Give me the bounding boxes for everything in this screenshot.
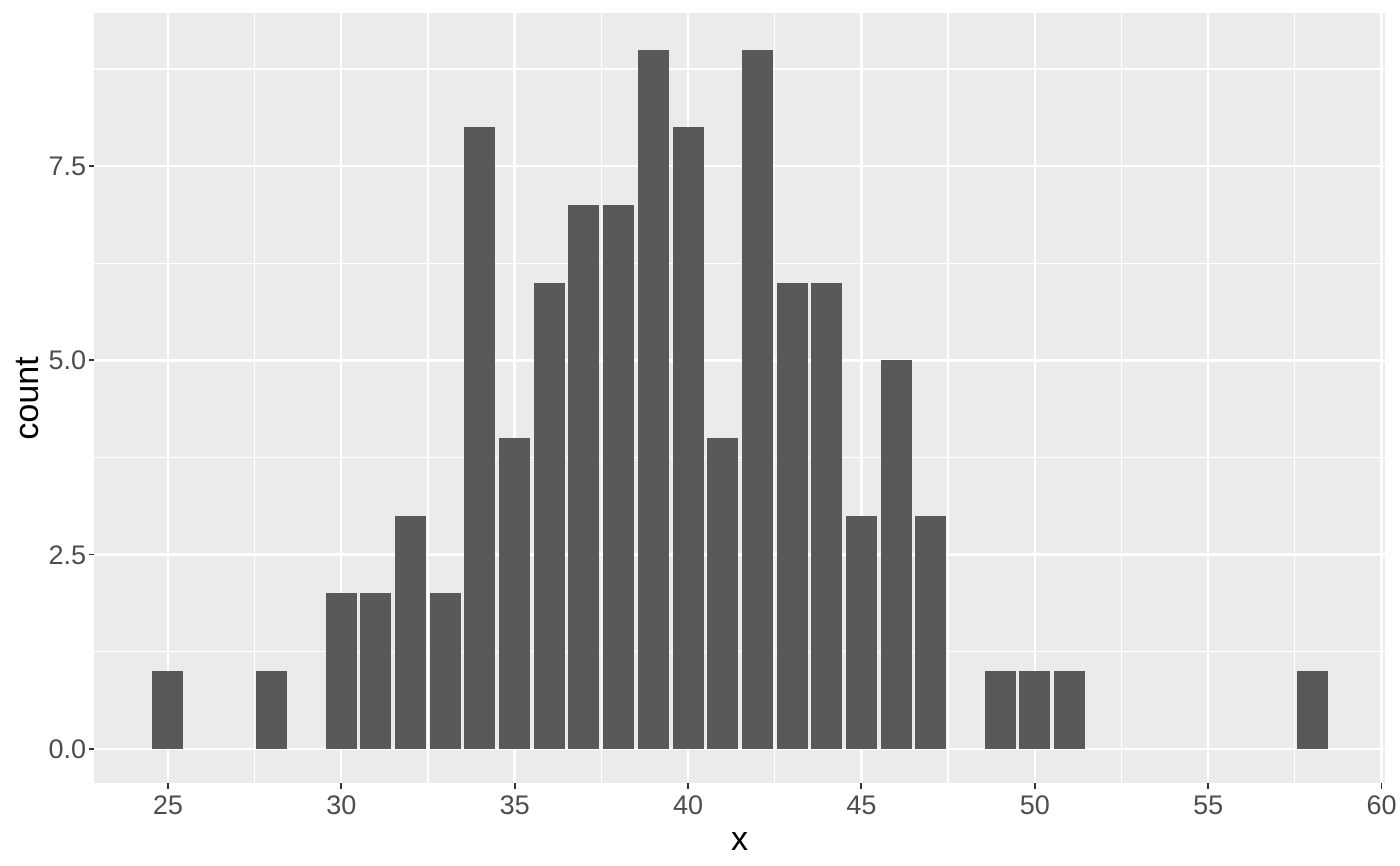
y-tick-mark (88, 165, 94, 167)
histogram-bar (464, 127, 496, 749)
minor-gridline-y (94, 651, 1385, 653)
major-gridline-x (1380, 13, 1383, 783)
histogram-bar (707, 438, 739, 749)
major-gridline-y (94, 747, 1385, 750)
x-tick-mark (513, 783, 516, 789)
histogram-bar (741, 49, 773, 749)
x-tick-label: 60 (1366, 790, 1397, 820)
x-tick-label: 50 (1019, 790, 1050, 820)
y-tick-mark (88, 359, 94, 362)
histogram-bar (395, 515, 427, 749)
histogram-bar (256, 671, 288, 749)
x-tick-label: 40 (672, 790, 704, 820)
major-gridline-y (94, 553, 1385, 556)
x-tick-mark (1207, 783, 1210, 789)
histogram-bar (325, 593, 357, 749)
x-tick-mark (166, 783, 169, 789)
histogram-bar (1296, 671, 1328, 749)
histogram-bar (1053, 671, 1085, 749)
x-tick-mark (687, 783, 689, 789)
minor-gridline-y (94, 262, 1385, 264)
major-gridline-x (860, 13, 863, 783)
minor-gridline-x (1120, 13, 1123, 783)
histogram-bar (672, 127, 704, 749)
minor-gridline-y (94, 68, 1385, 70)
histogram-bar (811, 282, 843, 749)
histogram-bar (915, 515, 947, 749)
x-tick-label: 25 (152, 790, 183, 820)
x-tick-label: 35 (499, 790, 530, 820)
x-tick-mark (1380, 783, 1383, 789)
minor-gridline-x (774, 13, 776, 783)
minor-gridline-x (427, 13, 429, 783)
minor-gridline-x (253, 13, 256, 783)
histogram-bar (360, 593, 392, 749)
x-tick-mark (1033, 783, 1036, 789)
histogram-bar (533, 282, 565, 749)
major-gridline-x (513, 13, 516, 783)
major-gridline-x (340, 13, 343, 783)
major-gridline-x (1033, 13, 1036, 783)
x-tick-label: 55 (1193, 790, 1224, 820)
histogram-bar (1019, 671, 1051, 749)
x-axis-title: x (731, 820, 748, 858)
minor-gridline-x (1294, 13, 1296, 783)
plot-panel (94, 13, 1385, 783)
histogram-bar (603, 204, 635, 749)
major-gridline-x (1206, 13, 1210, 783)
histogram-bar (776, 282, 808, 749)
histogram-bar (880, 360, 912, 749)
histogram-bar (499, 438, 531, 749)
histogram-bar (568, 204, 600, 749)
major-gridline-x (166, 13, 170, 783)
histogram-bar (152, 671, 184, 749)
y-axis-title: count (8, 356, 46, 440)
x-tick-label: 30 (326, 790, 357, 820)
y-tick-mark (88, 553, 94, 556)
histogram-bar (984, 671, 1016, 749)
major-gridline-y (94, 164, 1385, 168)
minor-gridline-x (947, 13, 949, 783)
y-tick-label: 7.5 (48, 151, 86, 182)
minor-gridline-y (94, 456, 1385, 459)
histogram-bar (429, 593, 461, 749)
x-tick-mark (340, 783, 343, 789)
histogram-bar (637, 49, 669, 749)
y-tick-label: 5.0 (48, 345, 86, 376)
histogram-bar (845, 515, 877, 749)
major-gridline-y (94, 359, 1385, 362)
x-tick-mark (860, 783, 863, 789)
minor-gridline-x (600, 13, 602, 783)
y-tick-mark (88, 747, 94, 750)
y-tick-label: 0.0 (48, 733, 86, 764)
y-tick-label: 2.5 (48, 539, 86, 570)
x-tick-label: 45 (846, 790, 877, 820)
